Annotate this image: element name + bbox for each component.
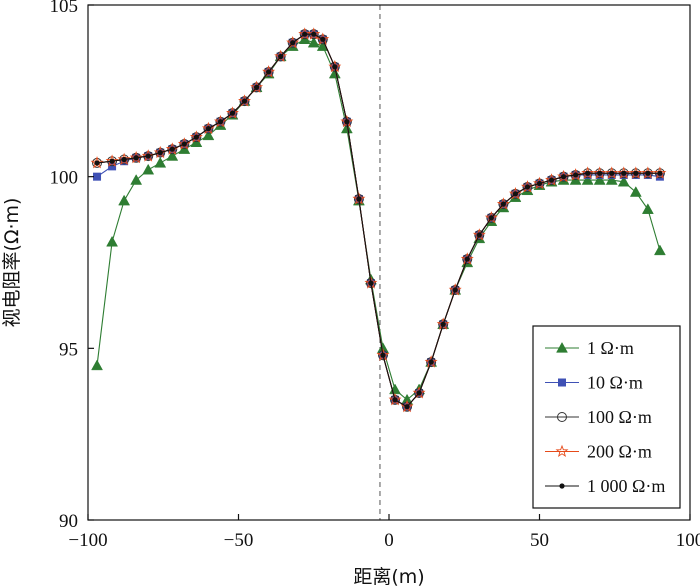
x-tick-label: −100	[68, 530, 107, 551]
series-4-point	[133, 155, 139, 161]
series-0-point	[202, 129, 215, 141]
series-4-point	[121, 156, 127, 163]
series-4-point	[109, 158, 115, 164]
series-0-point	[118, 194, 131, 206]
series-0-point	[581, 174, 594, 185]
series-0-point	[605, 174, 618, 185]
legend-label-2: 100 Ω·m	[587, 407, 652, 427]
legend-marker-4	[559, 483, 565, 489]
series-4-point	[205, 126, 211, 132]
series-0-point	[641, 203, 654, 214]
series-4-point	[645, 170, 651, 176]
series-4-point	[404, 404, 410, 410]
x-tick-label: 100	[676, 530, 700, 551]
legend-marker-1	[558, 378, 566, 387]
series-0-point	[593, 174, 606, 185]
series-4	[94, 31, 663, 410]
series-4-point	[392, 397, 398, 403]
series-4-point	[302, 31, 308, 37]
series-4-point	[585, 170, 591, 176]
legend-label-0: 1 Ω·m	[587, 338, 634, 358]
series-4-point	[157, 150, 163, 156]
y-axis-title: 视电阻率(Ω·m)	[1, 198, 23, 328]
series-0-point	[154, 156, 167, 168]
series-0-point	[130, 174, 143, 185]
series-4-point	[278, 53, 284, 60]
y-tick-label: 95	[59, 339, 78, 360]
series-4-point	[241, 98, 248, 104]
series-4-point	[657, 170, 663, 176]
series-0-point	[142, 163, 155, 175]
series-4-point	[181, 141, 187, 147]
y-tick-label: 105	[50, 0, 79, 17]
series-4-point	[573, 172, 579, 178]
series-4-point	[320, 36, 326, 42]
series-0-point	[629, 186, 642, 197]
legend-marker-0	[556, 341, 568, 353]
series-4-point	[217, 119, 224, 125]
series-4-point	[500, 201, 506, 207]
legend-marker-3	[555, 444, 569, 457]
series-1-point	[93, 172, 102, 181]
series-4-point	[311, 31, 317, 37]
legend-marker-2	[557, 412, 567, 422]
series-4-point	[488, 215, 494, 221]
series-4-point	[368, 280, 374, 286]
legend: 1 Ω·m 10 Ω·m 100 Ω·m 200 Ω·m 1 000 Ω·m	[532, 325, 681, 509]
y-tick-label: 100	[50, 168, 79, 189]
series-4-point	[344, 119, 350, 125]
series-4-point	[452, 287, 458, 293]
series-4-point	[560, 174, 567, 180]
series-4-point	[145, 153, 151, 159]
series-4-point	[548, 177, 555, 183]
series-0-point	[617, 175, 630, 187]
series-4-point	[356, 196, 362, 202]
series-1-point	[655, 172, 664, 181]
series-4-point	[94, 160, 100, 166]
series-4-point	[536, 180, 543, 187]
legend-label-3: 200 Ω·m	[587, 442, 652, 462]
series-4-point	[229, 110, 236, 116]
series-0-point	[340, 122, 353, 134]
series-4-point	[633, 170, 639, 176]
series-4-point	[597, 170, 603, 176]
chart-marks	[90, 5, 667, 520]
series-1-point	[108, 162, 117, 171]
x-tick-label: 50	[530, 530, 549, 551]
series-4-point	[332, 64, 338, 70]
series-4-point	[266, 69, 272, 75]
series-4-point	[253, 84, 260, 90]
x-tick-label: −50	[224, 530, 254, 551]
legend-label-1: 10 Ω·m	[587, 373, 643, 393]
series-4-point	[428, 359, 434, 365]
series-4-point	[621, 170, 627, 176]
x-axis-title: 距离(m)	[353, 566, 424, 588]
series-0-point	[166, 150, 179, 161]
series-4-point	[169, 146, 175, 152]
series-4-point	[464, 256, 470, 262]
series-4-point	[440, 321, 446, 327]
series-4-point	[524, 184, 531, 190]
y-tick-label: 90	[59, 511, 78, 532]
series-4-point	[290, 40, 296, 46]
series-0-point	[91, 359, 103, 371]
legend-label-4: 1 000 Ω·m	[587, 476, 665, 496]
series-0-point	[653, 244, 666, 256]
series-4-point	[512, 191, 519, 197]
series-4-point	[380, 352, 386, 358]
series-4-point	[416, 390, 422, 396]
series-0-point	[106, 235, 119, 247]
series-4-point	[193, 134, 199, 140]
series-4-point	[609, 170, 615, 176]
series-0-point	[307, 36, 320, 48]
x-tick-label: 0	[384, 530, 394, 551]
series-4-point	[476, 232, 482, 238]
series-0-point	[328, 67, 341, 79]
